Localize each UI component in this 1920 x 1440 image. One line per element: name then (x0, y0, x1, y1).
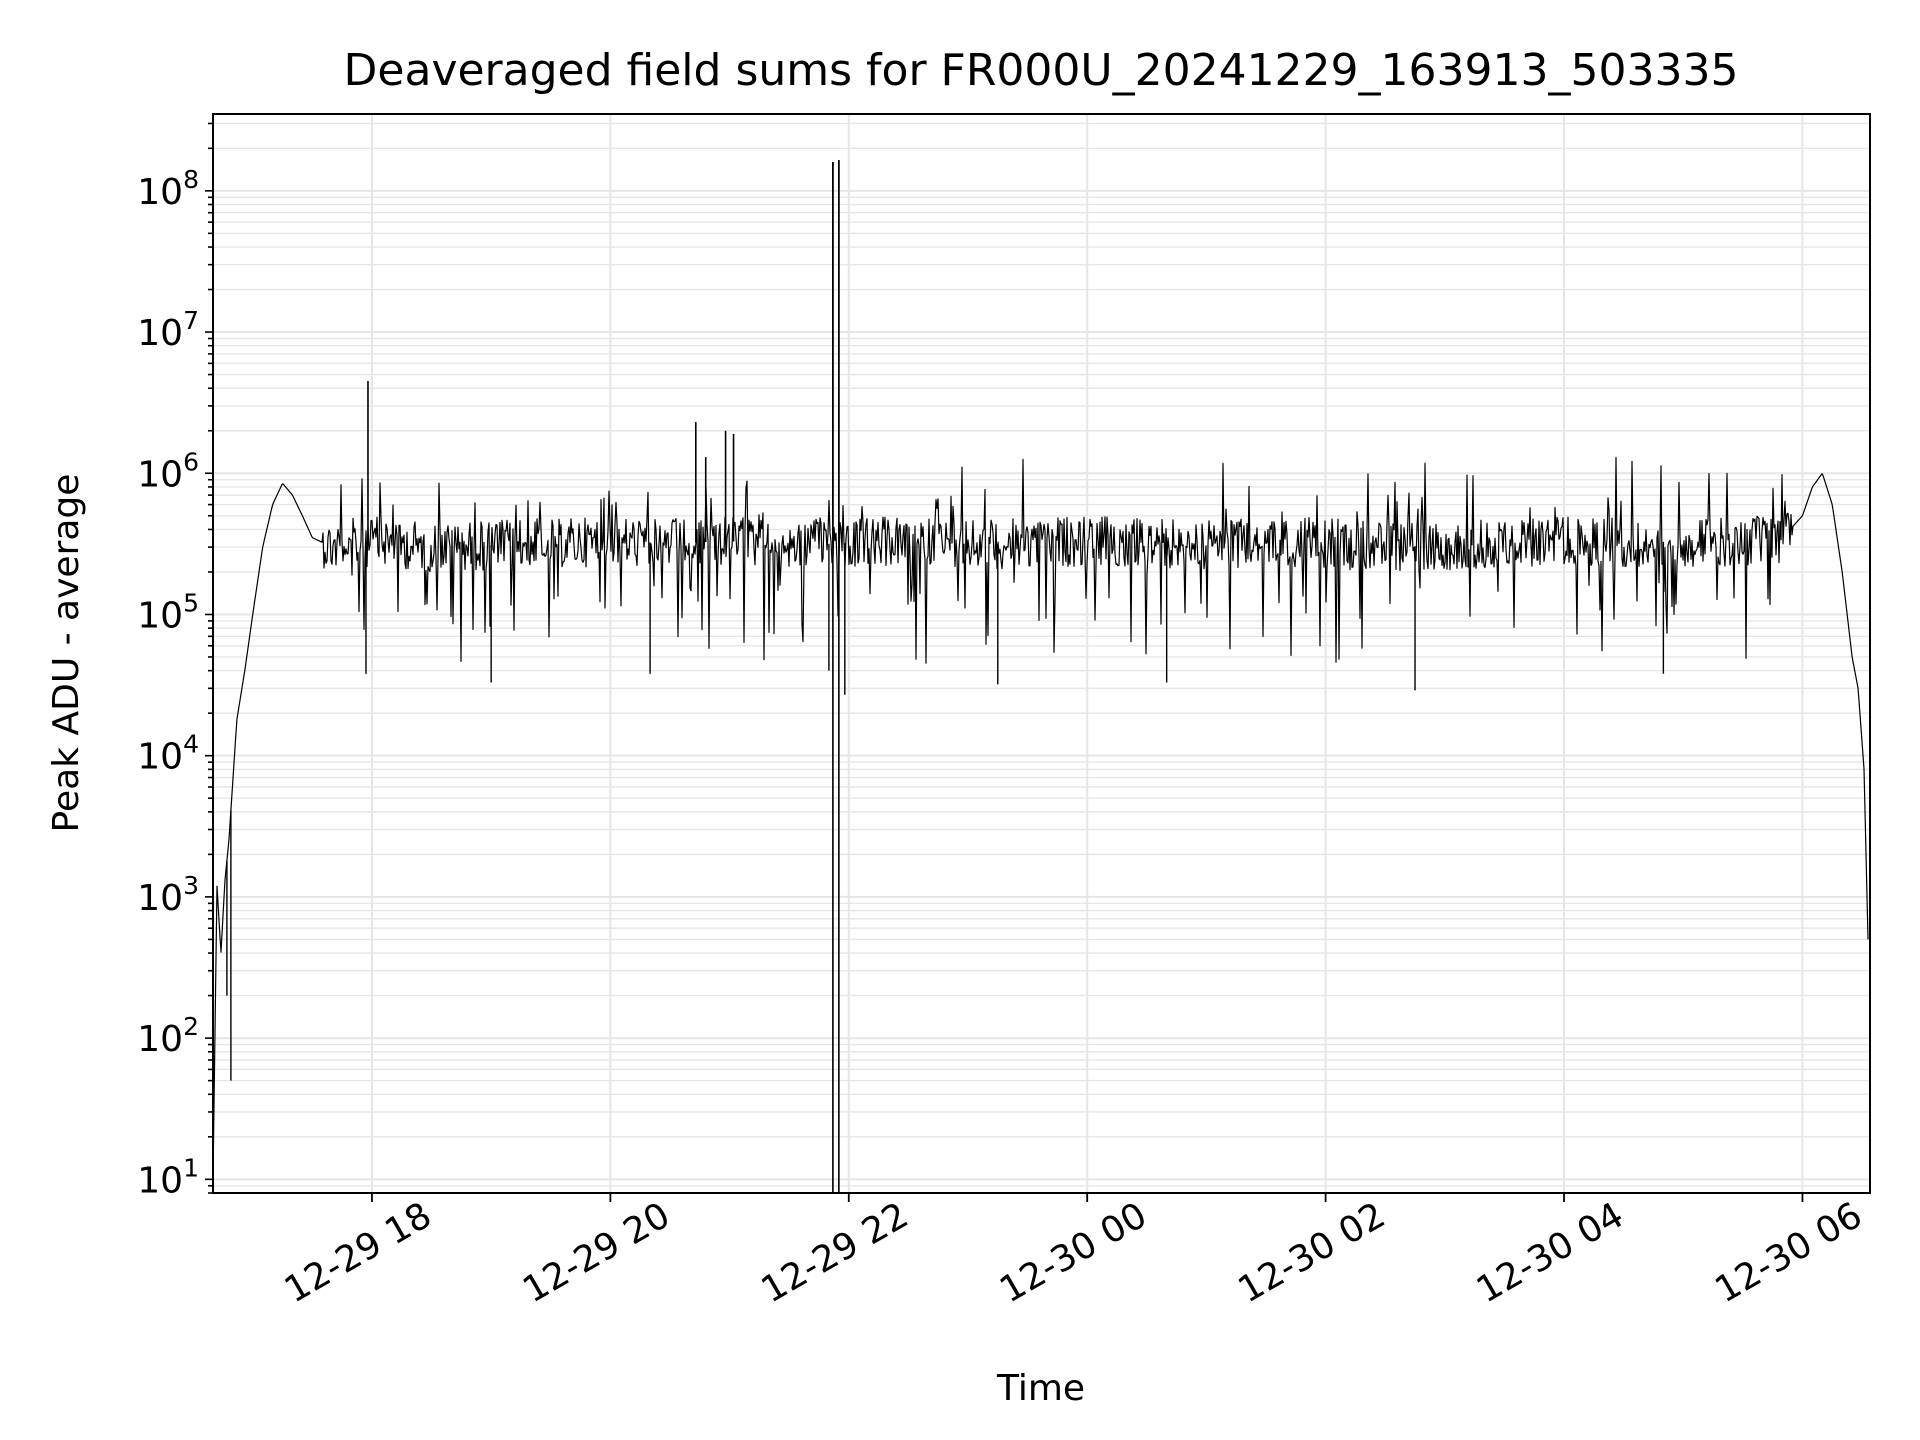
y-tick-label: 103 (137, 871, 199, 919)
grid (213, 114, 1870, 1194)
y-tick-label: 107 (137, 306, 199, 354)
y-tick-exponent: 5 (183, 588, 199, 617)
y-tick-base: 10 (137, 878, 183, 919)
ticks (205, 122, 1804, 1202)
y-tick-label: 104 (137, 730, 199, 778)
y-tick-label: 102 (137, 1012, 199, 1060)
y-tick-label: 105 (137, 588, 199, 636)
y-tick-exponent: 6 (183, 447, 199, 476)
y-axis-label: Peak ADU - average (46, 474, 87, 833)
y-tick-label: 106 (137, 447, 199, 495)
series-layer (212, 160, 1869, 1193)
y-tick-base: 10 (137, 737, 183, 778)
y-tick-base: 10 (137, 595, 183, 636)
y-tick-label: 101 (137, 1153, 199, 1201)
y-tick-exponent: 2 (183, 1012, 199, 1041)
y-tick-base: 10 (137, 1019, 183, 1060)
y-tick-base: 10 (137, 313, 183, 354)
y-tick-exponent: 7 (183, 306, 199, 335)
y-tick-base: 10 (137, 1160, 183, 1201)
series-line (212, 456, 1869, 1180)
y-tick-exponent: 3 (183, 871, 199, 900)
plot-frame (212, 113, 1871, 1194)
chart-title: Deaveraged field sums for FR000U_2024122… (344, 45, 1739, 96)
y-tick-exponent: 4 (183, 730, 199, 759)
y-tick-label: 108 (137, 165, 199, 213)
y-tick-exponent: 8 (183, 165, 199, 194)
y-tick-base: 10 (137, 172, 183, 213)
x-axis-label: Time (996, 1368, 1085, 1409)
y-tick-base: 10 (137, 454, 183, 495)
y-tick-exponent: 1 (183, 1153, 199, 1182)
